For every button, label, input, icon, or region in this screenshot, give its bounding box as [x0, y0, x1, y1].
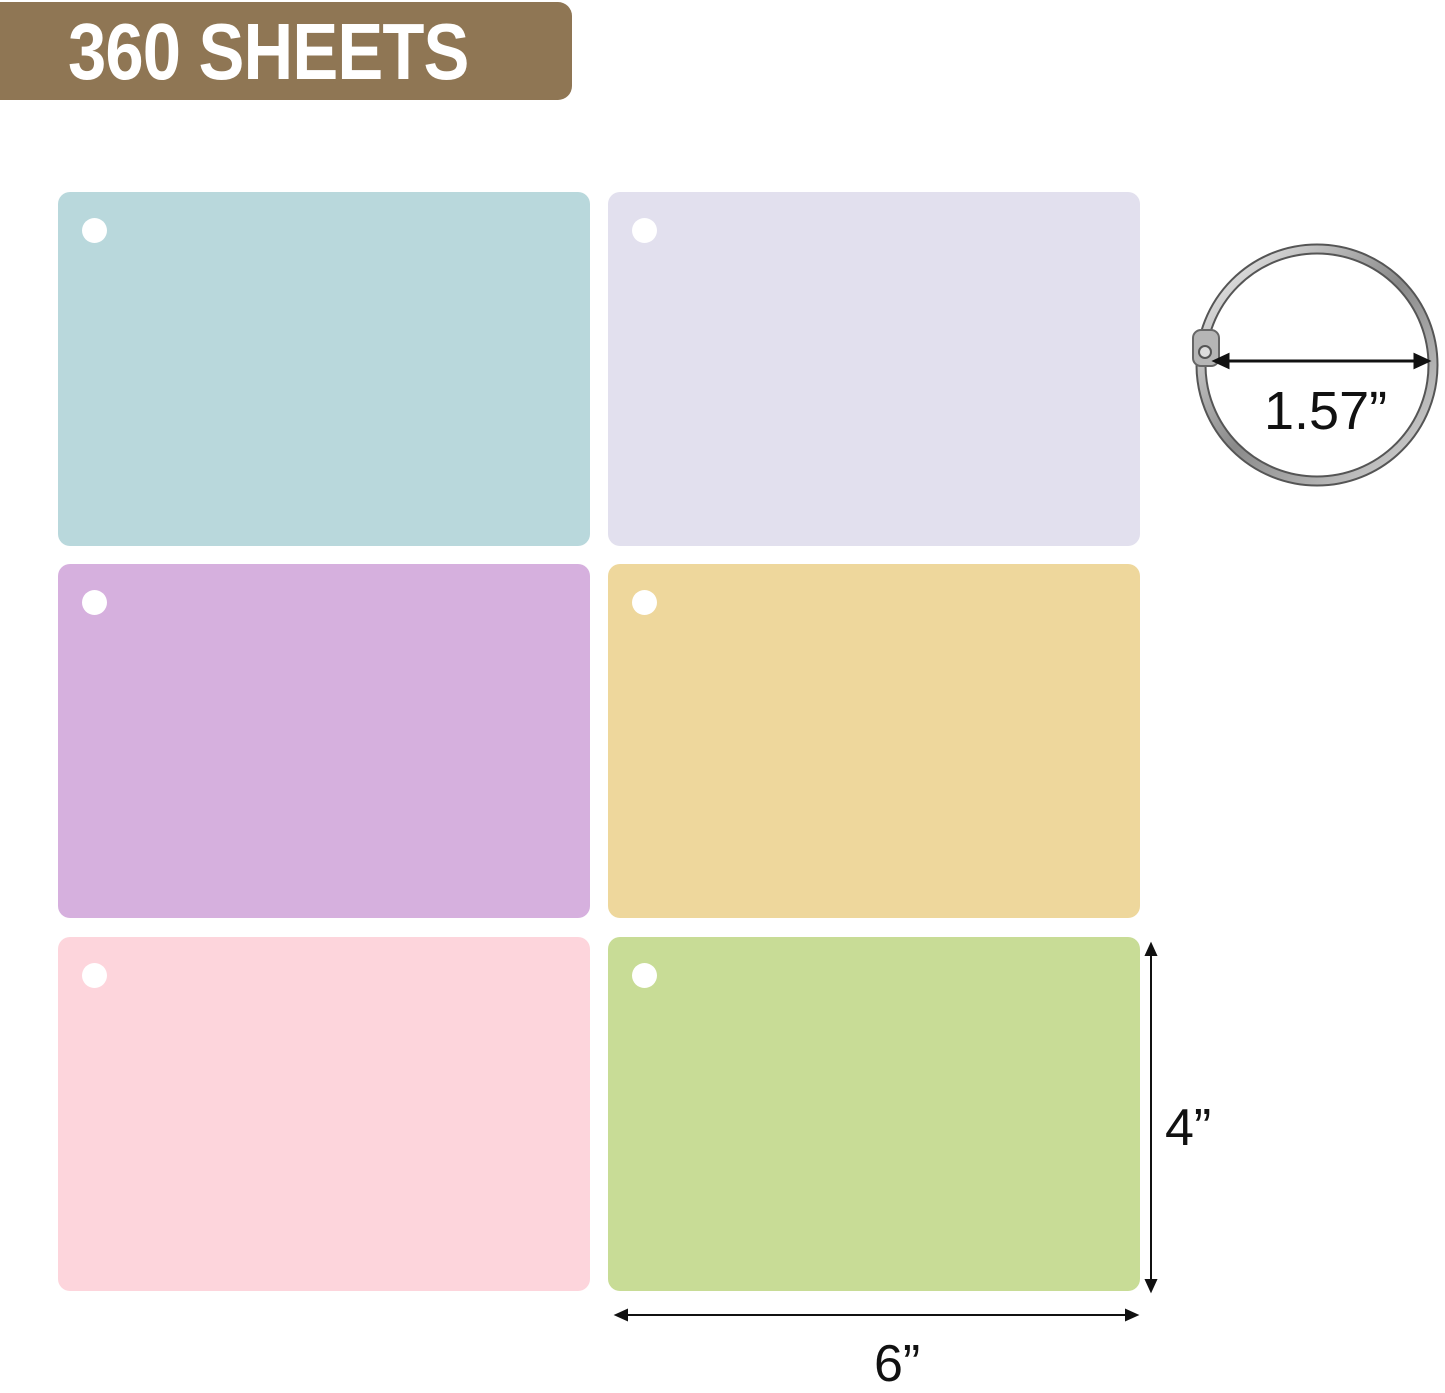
binder-ring-icon — [1192, 243, 1439, 487]
sheet-count-text: 360 SHEETS — [68, 7, 469, 96]
index-card-blue — [58, 192, 590, 546]
index-card-lavender — [608, 192, 1140, 546]
punch-hole — [632, 963, 657, 988]
punch-hole — [82, 963, 107, 988]
punch-hole — [82, 590, 107, 615]
card-width-label: 6” — [874, 1335, 921, 1393]
card-height-label: 4” — [1165, 1099, 1212, 1157]
width-dimension-line — [613, 1308, 1140, 1322]
punch-hole — [82, 218, 107, 243]
punch-hole — [632, 590, 657, 615]
index-card-purple — [58, 564, 590, 918]
ring-diameter-arrow — [1211, 352, 1432, 370]
height-dimension-line — [1144, 941, 1158, 1294]
index-card-yellow — [608, 564, 1140, 918]
index-card-pink — [58, 937, 590, 1291]
index-card-green — [608, 937, 1140, 1291]
ring-diameter-label: 1.57” — [1264, 381, 1388, 441]
sheet-count-banner: 360 SHEETS — [0, 2, 572, 100]
punch-hole — [632, 218, 657, 243]
